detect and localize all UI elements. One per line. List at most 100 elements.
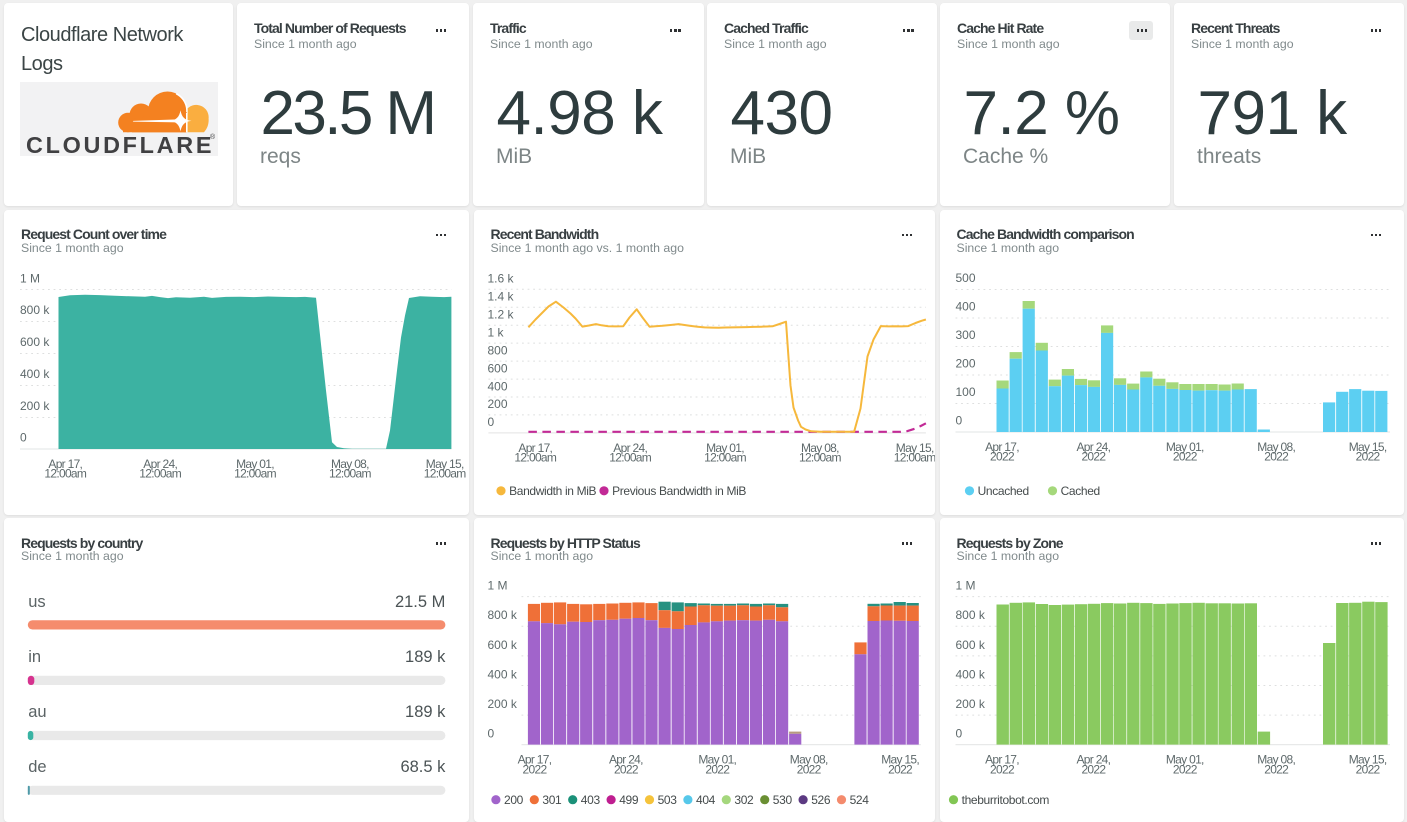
svg-text:600: 600 [487, 361, 507, 375]
svg-text:12:00am: 12:00am [424, 466, 467, 480]
svg-text:1 M: 1 M [487, 579, 507, 593]
svg-text:May 08,: May 08, [1257, 439, 1295, 453]
svg-text:us: us [28, 593, 45, 611]
svg-text:189 k: 189 k [405, 703, 446, 721]
svg-text:12:00am: 12:00am [329, 466, 372, 480]
svg-text:12:00am: 12:00am [704, 450, 747, 464]
svg-text:2022: 2022 [1355, 762, 1380, 776]
svg-text:2022: 2022 [888, 762, 913, 776]
svg-text:404: 404 [696, 793, 716, 807]
svg-text:530: 530 [772, 793, 792, 807]
svg-text:0: 0 [20, 430, 27, 444]
svg-text:400 k: 400 k [20, 367, 50, 381]
svg-text:May 01,: May 01, [236, 456, 274, 470]
svg-text:May 01,: May 01, [698, 753, 736, 767]
svg-text:au: au [28, 703, 46, 721]
svg-text:12:00am: 12:00am [893, 450, 935, 464]
svg-text:200: 200 [504, 793, 524, 807]
svg-text:2022: 2022 [705, 762, 730, 776]
svg-text:2022: 2022 [796, 762, 821, 776]
svg-text:189 k: 189 k [405, 648, 446, 666]
svg-text:Apr 24,: Apr 24, [1076, 753, 1110, 767]
svg-text:800 k: 800 k [487, 608, 517, 622]
svg-text:CLOUDFLARE: CLOUDFLARE [26, 132, 214, 156]
svg-text:302: 302 [734, 793, 754, 807]
svg-text:500: 500 [955, 271, 975, 285]
svg-text:2022: 2022 [1081, 762, 1106, 776]
svg-text:2022: 2022 [990, 762, 1015, 776]
svg-text:400 k: 400 k [487, 667, 517, 681]
svg-text:2022: 2022 [1172, 762, 1197, 776]
svg-text:12:00am: 12:00am [44, 466, 87, 480]
svg-text:400: 400 [487, 379, 507, 393]
svg-text:200 k: 200 k [20, 399, 50, 413]
svg-text:Apr 17,: Apr 17, [518, 440, 552, 454]
svg-text:theburritobot.com: theburritobot.com [961, 793, 1049, 807]
svg-text:May 08,: May 08, [331, 456, 369, 470]
svg-text:526: 526 [811, 793, 831, 807]
svg-text:300: 300 [955, 328, 975, 342]
svg-text:200 k: 200 k [955, 697, 985, 711]
svg-text:800 k: 800 k [20, 303, 50, 317]
svg-text:0: 0 [487, 415, 494, 429]
svg-text:2022: 2022 [522, 762, 547, 776]
svg-text:0: 0 [955, 727, 962, 741]
svg-text:1 M: 1 M [20, 271, 40, 285]
svg-text:600 k: 600 k [955, 638, 985, 652]
svg-text:May 15,: May 15, [1348, 439, 1386, 453]
svg-text:®: ® [210, 133, 216, 141]
svg-text:Apr 24,: Apr 24, [613, 440, 647, 454]
svg-text:1.6 k: 1.6 k [487, 271, 514, 285]
svg-text:Apr 17,: Apr 17, [48, 456, 82, 470]
svg-text:503: 503 [657, 793, 677, 807]
svg-text:21.5 M: 21.5 M [395, 593, 445, 611]
svg-text:12:00am: 12:00am [798, 450, 841, 464]
svg-text:12:00am: 12:00am [514, 450, 557, 464]
svg-text:May 08,: May 08, [801, 440, 839, 454]
svg-text:May 08,: May 08, [789, 753, 827, 767]
svg-text:2022: 2022 [1264, 762, 1289, 776]
svg-text:12:00am: 12:00am [139, 466, 182, 480]
svg-text:Apr 24,: Apr 24, [143, 456, 177, 470]
svg-text:0: 0 [955, 413, 962, 427]
svg-text:800 k: 800 k [955, 608, 985, 622]
svg-text:May 01,: May 01, [1165, 753, 1203, 767]
svg-text:403: 403 [580, 793, 600, 807]
svg-text:600 k: 600 k [487, 638, 517, 652]
svg-text:400: 400 [955, 299, 975, 313]
svg-text:524: 524 [849, 793, 869, 807]
svg-text:Apr 24,: Apr 24, [1076, 439, 1110, 453]
svg-text:100: 100 [955, 385, 975, 399]
svg-text:Uncached: Uncached [977, 484, 1028, 498]
svg-text:1.2 k: 1.2 k [487, 307, 514, 321]
svg-text:Apr 17,: Apr 17, [517, 753, 551, 767]
svg-text:1 k: 1 k [487, 325, 504, 339]
svg-text:de: de [28, 758, 46, 776]
svg-text:2022: 2022 [613, 762, 638, 776]
svg-text:400 k: 400 k [955, 667, 985, 681]
svg-text:2022: 2022 [990, 449, 1015, 463]
svg-text:200: 200 [487, 397, 507, 411]
svg-text:May 15,: May 15, [881, 753, 919, 767]
svg-text:12:00am: 12:00am [234, 466, 277, 480]
svg-text:800: 800 [487, 343, 507, 357]
svg-text:600 k: 600 k [20, 335, 50, 349]
svg-text:Apr 24,: Apr 24, [609, 753, 643, 767]
svg-text:May 01,: May 01, [1165, 439, 1203, 453]
svg-text:May 08,: May 08, [1257, 753, 1295, 767]
svg-text:in: in [28, 648, 41, 666]
svg-text:2022: 2022 [1264, 449, 1289, 463]
svg-text:May 15,: May 15, [426, 456, 464, 470]
svg-text:200 k: 200 k [487, 697, 517, 711]
svg-text:1 M: 1 M [955, 579, 975, 593]
svg-text:May 15,: May 15, [895, 440, 933, 454]
svg-text:Cached: Cached [1060, 484, 1099, 498]
svg-text:2022: 2022 [1172, 449, 1197, 463]
svg-text:68.5 k: 68.5 k [400, 758, 446, 776]
svg-text:Apr 17,: Apr 17, [985, 753, 1019, 767]
svg-text:200: 200 [955, 356, 975, 370]
svg-text:1.4 k: 1.4 k [487, 289, 514, 303]
svg-text:Apr 17,: Apr 17, [985, 439, 1019, 453]
svg-text:May 01,: May 01, [706, 440, 744, 454]
svg-text:12:00am: 12:00am [609, 450, 652, 464]
